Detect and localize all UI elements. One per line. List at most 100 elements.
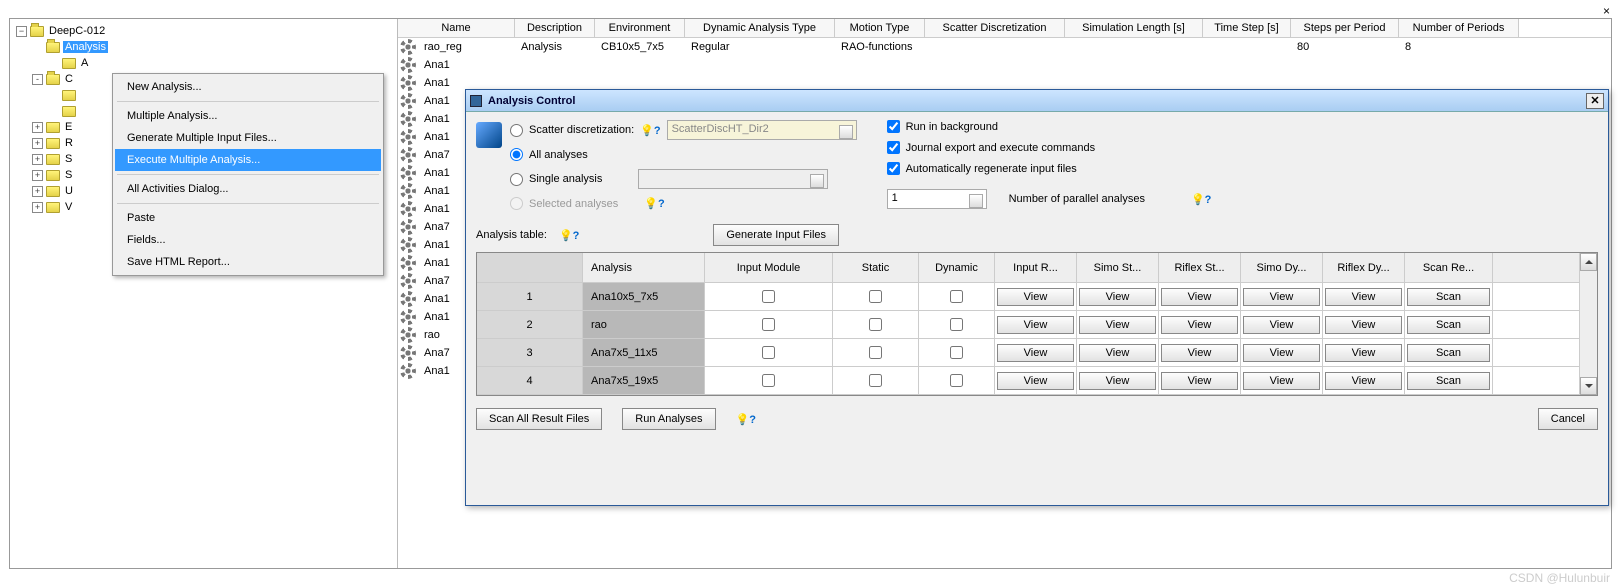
tree-toggle-icon[interactable] [48,106,59,117]
menu-item[interactable]: All Activities Dialog... [115,178,381,200]
checkbox[interactable] [869,346,882,359]
hint-icon[interactable]: 💡? [644,197,664,210]
table-scrollbar[interactable] [1579,253,1597,395]
column-header[interactable]: Time Step [s] [1203,19,1291,37]
table-column-header[interactable]: Scan Re... [1405,253,1493,282]
column-header[interactable]: Simulation Length [s] [1065,19,1203,37]
row-dynamic[interactable] [919,311,995,338]
view-button[interactable]: View [997,344,1074,362]
view-button[interactable]: View [997,372,1074,390]
radio-scatter[interactable]: Scatter discretization: 💡? ScatterDiscHT… [510,120,857,140]
table-column-header[interactable]: Input R... [995,253,1077,282]
scan-button[interactable]: Scan [1407,316,1490,334]
scroll-down-button[interactable] [1580,377,1597,395]
column-header[interactable]: Scatter Discretization [925,19,1065,37]
view-button[interactable]: View [1325,288,1402,306]
checkbox[interactable] [950,374,963,387]
checkbox[interactable] [869,290,882,303]
table-column-header[interactable]: Input Module [705,253,833,282]
view-button[interactable]: View [1325,344,1402,362]
hint-icon[interactable]: 💡? [736,413,756,426]
radio-all-input[interactable] [510,148,523,161]
row-input-module[interactable] [705,339,833,366]
checkbox[interactable] [762,290,775,303]
tree-root[interactable]: − DeepC-012 [12,23,395,39]
generate-input-files-button[interactable]: Generate Input Files [713,224,839,246]
menu-item[interactable]: Multiple Analysis... [115,105,381,127]
tree-toggle-icon[interactable]: + [32,122,43,133]
list-first-row[interactable]: rao_regAnalysisCB10x5_7x5RegularRAO-func… [398,38,1611,56]
menu-item[interactable]: New Analysis... [115,76,381,98]
menu-item[interactable]: Execute Multiple Analysis... [115,149,381,171]
scan-button[interactable]: Scan [1407,288,1490,306]
view-button[interactable]: View [1243,372,1320,390]
hint-icon[interactable]: 💡? [559,229,579,242]
check-bg[interactable]: Run in background [887,120,1212,133]
column-header[interactable]: Environment [595,19,685,37]
table-column-header[interactable]: Static [833,253,919,282]
view-button[interactable]: View [1079,344,1156,362]
view-button[interactable]: View [1243,344,1320,362]
scroll-up-button[interactable] [1580,253,1597,271]
view-button[interactable]: View [1161,372,1238,390]
tree-toggle-icon[interactable]: + [32,170,43,181]
menu-item[interactable]: Save HTML Report... [115,251,381,273]
column-header[interactable]: Dynamic Analysis Type [685,19,835,37]
view-button[interactable]: View [1161,344,1238,362]
view-button[interactable]: View [997,316,1074,334]
checkbox[interactable] [869,318,882,331]
row-input-module[interactable] [705,283,833,310]
menu-item[interactable]: Generate Multiple Input Files... [115,127,381,149]
check-regen[interactable]: Automatically regenerate input files [887,162,1212,175]
column-header[interactable]: Steps per Period [1291,19,1399,37]
scan-button[interactable]: Scan [1407,344,1490,362]
parallel-combo[interactable]: 1 [887,189,987,209]
checkbox[interactable] [762,346,775,359]
table-column-header[interactable]: Riflex St... [1159,253,1241,282]
checkbox[interactable] [950,318,963,331]
view-button[interactable]: View [1243,288,1320,306]
list-row[interactable]: Ana1 [398,56,1611,74]
menu-item[interactable]: Fields... [115,229,381,251]
row-static[interactable] [833,367,919,394]
table-column-header[interactable] [477,253,583,282]
view-button[interactable]: View [1161,288,1238,306]
check-journal-input[interactable] [887,141,900,154]
scan-all-button[interactable]: Scan All Result Files [476,408,602,430]
column-header[interactable]: Number of Periods [1399,19,1519,37]
dialog-close-button[interactable]: ✕ [1586,93,1604,109]
row-dynamic[interactable] [919,339,995,366]
radio-single-input[interactable] [510,173,523,186]
tree-toggle-icon[interactable] [32,42,43,53]
checkbox[interactable] [762,318,775,331]
column-header[interactable]: Description [515,19,595,37]
menu-item[interactable]: Paste [115,207,381,229]
hint-icon[interactable]: 💡? [1191,193,1211,206]
table-column-header[interactable]: Simo St... [1077,253,1159,282]
tree-toggle-icon[interactable] [48,90,59,101]
radio-single[interactable]: Single analysis [510,169,857,189]
tree-toggle-icon[interactable]: + [32,154,43,165]
scan-button[interactable]: Scan [1407,372,1490,390]
checkbox[interactable] [762,374,775,387]
row-static[interactable] [833,283,919,310]
table-column-header[interactable]: Analysis [583,253,705,282]
check-bg-input[interactable] [887,120,900,133]
single-combo[interactable] [638,169,828,189]
row-static[interactable] [833,339,919,366]
view-button[interactable]: View [1161,316,1238,334]
run-analyses-button[interactable]: Run Analyses [622,408,715,430]
check-regen-input[interactable] [887,162,900,175]
view-button[interactable]: View [1079,372,1156,390]
checkbox[interactable] [950,290,963,303]
table-column-header[interactable]: Dynamic [919,253,995,282]
checkbox[interactable] [950,346,963,359]
row-input-module[interactable] [705,311,833,338]
row-input-module[interactable] [705,367,833,394]
tree-toggle-icon[interactable]: + [32,202,43,213]
table-column-header[interactable]: Riflex Dy... [1323,253,1405,282]
tree-item[interactable]: Analysis [12,39,395,55]
tree-item[interactable]: A [12,55,395,71]
scatter-combo[interactable]: ScatterDiscHT_Dir2 [667,120,857,140]
row-dynamic[interactable] [919,283,995,310]
